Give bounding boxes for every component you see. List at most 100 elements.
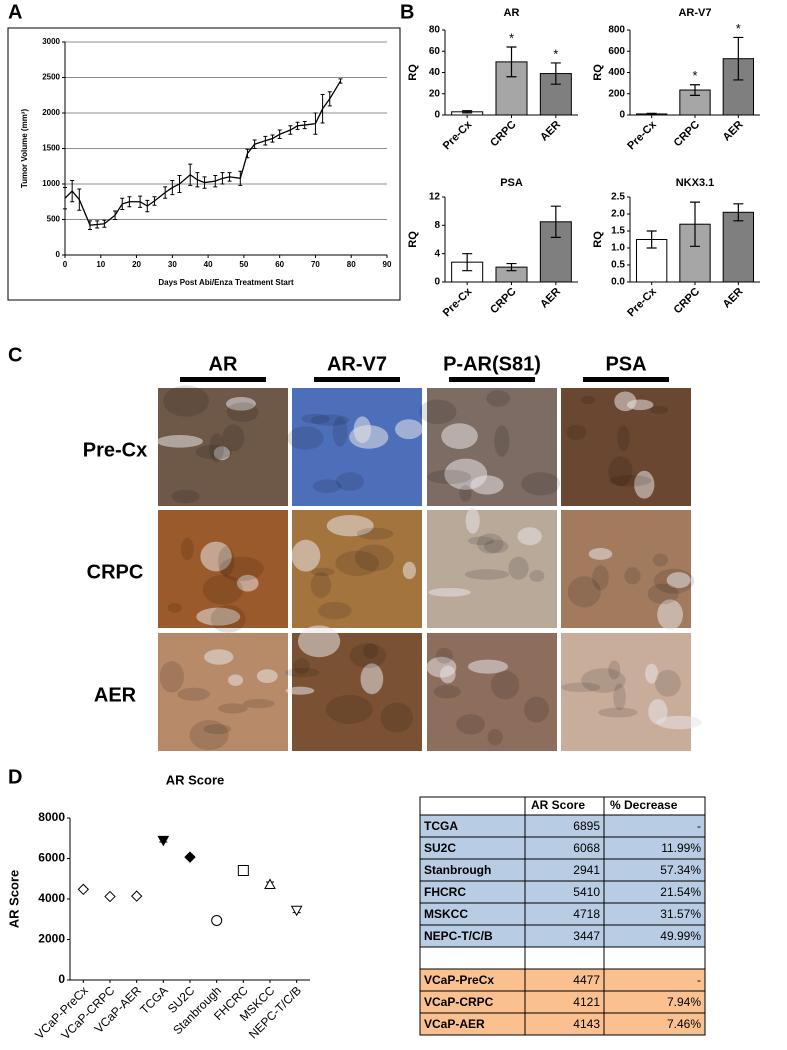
table-header-cell bbox=[419, 796, 526, 816]
y-tick-label: 6000 bbox=[38, 851, 65, 865]
tissue-texture bbox=[465, 507, 480, 534]
x-tick-label: AER bbox=[538, 119, 563, 144]
error-bar bbox=[462, 110, 473, 114]
table-value: 4718 bbox=[573, 907, 600, 921]
y-tick-label: 0 bbox=[58, 972, 65, 986]
x-tick-label: 0 bbox=[63, 260, 68, 269]
tissue-texture bbox=[652, 553, 669, 567]
tissue-texture bbox=[654, 669, 681, 697]
tissue-texture bbox=[588, 548, 613, 560]
tissue-texture bbox=[645, 663, 659, 684]
tissue-texture bbox=[189, 719, 229, 751]
table-value: 6068 bbox=[573, 841, 600, 855]
x-tick-label: 90 bbox=[383, 260, 392, 269]
tissue-texture bbox=[613, 683, 626, 711]
error-bar bbox=[646, 230, 657, 249]
error-bar bbox=[550, 205, 561, 238]
x-tick-label: AER bbox=[721, 286, 746, 311]
y-axis-label: RQ bbox=[592, 231, 604, 248]
y-tick-label: 3000 bbox=[42, 37, 60, 46]
table-value: 4143 bbox=[573, 1017, 600, 1031]
panel-label: C bbox=[8, 344, 22, 366]
tissue-texture bbox=[666, 572, 691, 589]
y-tick-label: 1.5 bbox=[611, 226, 625, 237]
tissue-texture bbox=[218, 703, 248, 714]
ihc-image bbox=[427, 633, 557, 751]
error-bar bbox=[550, 62, 561, 85]
y-axis-label: RQ bbox=[407, 231, 419, 248]
tissue-texture bbox=[508, 556, 529, 580]
y-tick-label: 1500 bbox=[42, 144, 60, 153]
point bbox=[264, 878, 276, 889]
tissue-texture bbox=[293, 658, 310, 674]
y-tick-label: 0.5 bbox=[611, 260, 625, 271]
tissue-texture bbox=[210, 605, 246, 633]
y-tick-label: 800 bbox=[608, 25, 625, 36]
row-header: Pre-Cx bbox=[83, 439, 147, 461]
tissue-texture bbox=[236, 574, 259, 592]
tissue-texture bbox=[402, 561, 417, 580]
tissue-texture bbox=[567, 576, 601, 608]
tissue-texture bbox=[609, 474, 652, 487]
panel-a-frame bbox=[7, 27, 401, 301]
tissue-texture bbox=[657, 599, 683, 631]
tissue-texture bbox=[213, 446, 230, 461]
ihc-image bbox=[561, 633, 691, 751]
y-tick-label: 500 bbox=[47, 215, 61, 224]
tissue-texture bbox=[349, 425, 389, 449]
tissue-texture bbox=[608, 456, 633, 487]
tissue-texture bbox=[200, 541, 232, 572]
tissue-texture bbox=[363, 643, 379, 659]
y-tick-label: 2.0 bbox=[611, 209, 625, 220]
tissue-texture bbox=[483, 539, 509, 554]
tissue-texture bbox=[196, 607, 241, 626]
x-tick-label: CRPC bbox=[672, 286, 703, 317]
error-bar bbox=[63, 187, 67, 210]
tissue-texture bbox=[470, 475, 504, 495]
tissue-texture bbox=[580, 395, 596, 405]
y-tick-label: 0 bbox=[434, 110, 440, 121]
table-value: 2941 bbox=[573, 863, 600, 877]
tissue-texture bbox=[156, 435, 203, 448]
table-row-label: FHCRC bbox=[424, 885, 466, 899]
ihc-image bbox=[292, 388, 422, 506]
tissue-texture bbox=[419, 399, 457, 425]
error-bar bbox=[646, 112, 657, 116]
x-tick-label: Pre-Cx bbox=[441, 285, 475, 319]
tissue-texture bbox=[517, 527, 542, 546]
tissue-texture bbox=[608, 660, 621, 680]
tissue-texture bbox=[354, 544, 394, 572]
significance: * bbox=[509, 30, 514, 45]
y-tick-label: 0 bbox=[434, 277, 440, 288]
x-tick-label: Pre-Cx bbox=[625, 285, 659, 319]
significance: * bbox=[553, 46, 558, 61]
tissue-texture bbox=[227, 674, 244, 686]
tissue-texture bbox=[440, 665, 456, 684]
point bbox=[157, 835, 170, 847]
tissue-texture bbox=[243, 699, 275, 709]
tissue-texture bbox=[209, 433, 224, 463]
tissue-texture bbox=[428, 587, 471, 597]
table-value: 3447 bbox=[573, 929, 600, 943]
tissue-texture bbox=[202, 574, 243, 605]
y-tick-label: 2000 bbox=[42, 108, 60, 117]
y-tick-label: 600 bbox=[608, 46, 625, 57]
x-tick-label: 40 bbox=[204, 260, 213, 269]
table-row-label: VCaP-CRPC bbox=[424, 995, 494, 1009]
point bbox=[130, 890, 143, 902]
x-axis-label: Days Post Abi/Enza Treatment Start bbox=[158, 278, 294, 287]
point bbox=[237, 864, 249, 876]
tissue-texture bbox=[301, 413, 330, 424]
table-row-label: NEPC-T/C/B bbox=[424, 929, 493, 943]
tissue-texture bbox=[177, 687, 210, 701]
tissue-texture bbox=[356, 527, 394, 540]
tissue-texture bbox=[163, 385, 209, 417]
tissue-texture bbox=[427, 469, 472, 485]
y-axis-label: Tumor Volume (mm³) bbox=[20, 109, 29, 189]
tissue-texture bbox=[332, 416, 348, 447]
y-tick-label: 4 bbox=[434, 248, 440, 259]
error-bar bbox=[690, 201, 700, 247]
table-value: - bbox=[697, 973, 701, 987]
x-tick-label: 60 bbox=[275, 260, 284, 269]
tissue-texture bbox=[326, 515, 374, 537]
